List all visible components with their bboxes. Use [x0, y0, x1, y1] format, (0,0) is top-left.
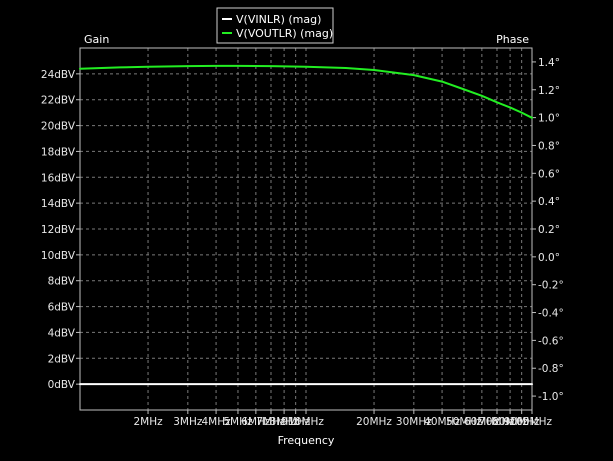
y-left-tick-label: 24dBV	[41, 69, 76, 81]
y-right-tick-label: -0.6°	[538, 335, 564, 347]
y-right-tick-label: -1.0°	[538, 391, 564, 403]
y-right-tick-label: -0.2°	[538, 280, 564, 292]
y-left-tick-label: 16dBV	[41, 172, 76, 184]
x-tick-label: 4MHz	[201, 416, 231, 428]
y-left-axis-label: Gain	[84, 33, 109, 46]
y-left-tick-label: 14dBV	[41, 198, 76, 210]
y-left-tick-label: 0dBV	[48, 379, 76, 391]
legend: V(VINLR) (mag) V(VOUTLR) (mag)	[216, 7, 334, 44]
y-right-tick-label: 0.6°	[538, 168, 560, 180]
legend-label-vinlr: V(VINLR) (mag)	[236, 13, 321, 26]
x-tick-label: 2MHz	[133, 416, 163, 428]
legend-box	[216, 7, 334, 44]
x-tick-label: 9MHz	[281, 416, 311, 428]
grid-layer	[80, 48, 532, 410]
y-left-tick-label: 22dBV	[41, 95, 76, 107]
y-left-ticks: 0dBV 2dBV 4dBV 6dBV 8dBV 10dBV 12dBV 14dBV 16dBV…	[41, 69, 80, 391]
x-tick-label: 60MHz	[464, 416, 500, 428]
x-axis-label: Frequency	[278, 434, 335, 447]
x-tick-label: 20MHz	[356, 416, 392, 428]
y-left-tick-label: 8dBV	[48, 276, 76, 288]
y-right-ticks: -1.0° -0.8° -0.6° -0.4° -0.2° 0.0° 0.2° 0.4° 0.6…	[532, 57, 564, 403]
y-right-tick-label: 0.8°	[538, 140, 560, 152]
x-tick-label: 50MHz	[446, 416, 482, 428]
y-right-tick-label: 0.4°	[538, 196, 560, 208]
x-tick-label: 90MHz	[504, 416, 540, 428]
y-right-tick-label: -0.8°	[538, 363, 564, 375]
y-left-tick-label: 20dBV	[41, 121, 76, 133]
y-left-tick-label: 12dBV	[41, 224, 76, 236]
y-left-tick-label: 6dBV	[48, 302, 76, 314]
y-right-tick-label: -0.4°	[538, 308, 564, 320]
x-tick-label: 5MHz	[223, 416, 253, 428]
x-tick-label: 80MHz	[492, 416, 528, 428]
x-tick-label: 6MHz	[241, 416, 271, 428]
y-left-tick-label: 2dBV	[48, 353, 76, 365]
x-tick-label: 3MHz	[173, 416, 203, 428]
x-tick-label: 70MHz	[479, 416, 515, 428]
y-right-tick-label: 0.2°	[538, 224, 560, 236]
x-tick-label: 40MHz	[424, 416, 460, 428]
y-left-tick-label: 4dBV	[48, 327, 76, 339]
series-layer	[79, 64, 533, 386]
series-line-voutlr	[79, 64, 533, 119]
y-right-tick-label: 0.0°	[538, 252, 560, 264]
x-tick-label: 10MHz	[288, 416, 324, 428]
x-tick-label: 8MHz	[270, 416, 300, 428]
y-left-tick-label: 18dBV	[41, 146, 76, 158]
y-left-tick-label: 10dBV	[41, 250, 76, 262]
y-right-tick-label: 1.4°	[538, 57, 560, 69]
y-right-tick-label: 1.2°	[538, 85, 560, 97]
x-tick-label: 100MHz	[509, 416, 552, 428]
x-tick-label: 7MHz	[256, 416, 286, 428]
y-right-axis-label: Phase	[496, 33, 529, 46]
x-tick-label: 30MHz	[396, 416, 432, 428]
y-right-tick-label: 1.0°	[538, 113, 560, 125]
legend-label-voutlr: V(VOUTLR) (mag)	[236, 27, 333, 40]
